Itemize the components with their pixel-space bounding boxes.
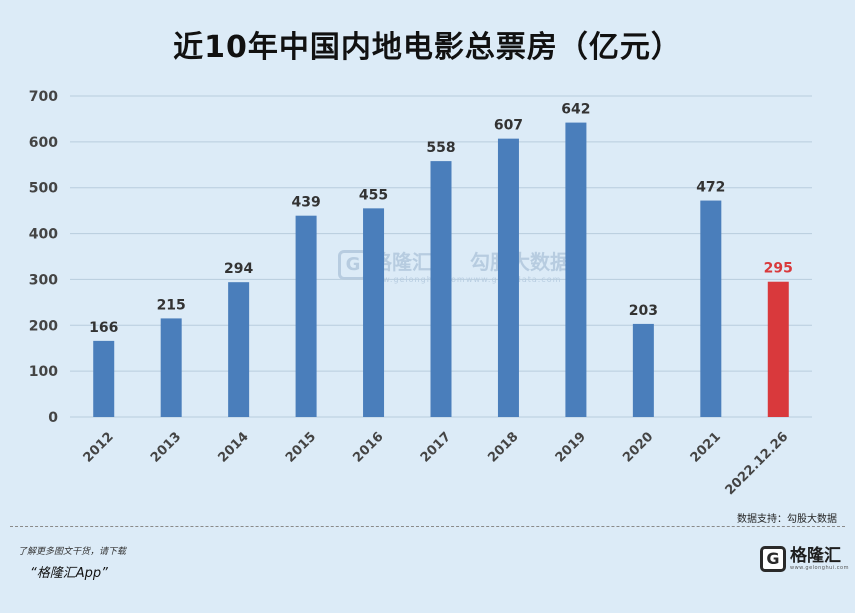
y-tick-label: 0 — [48, 410, 58, 426]
y-tick-label: 700 — [29, 89, 58, 105]
bar — [565, 122, 587, 418]
y-tick-label: 100 — [29, 364, 58, 380]
bar-chart: 0 100 200 300 400 500 600 700 166 2012 215 2013 294 2… — [29, 89, 812, 498]
x-tick-label: 2014 — [215, 429, 251, 465]
data-label: 295 — [764, 261, 793, 277]
data-label: 294 — [224, 261, 253, 277]
bar — [160, 318, 182, 417]
x-tick-label: 2022.12.26 — [723, 429, 792, 498]
bar — [295, 215, 317, 417]
watermark-name: 勾股大数据 — [470, 250, 570, 274]
x-tick-label: 2018 — [485, 429, 521, 465]
brand-logo[interactable]: G 格隆汇 www.gelonghui.com — [760, 546, 849, 572]
data-label: 607 — [494, 118, 523, 134]
y-tick-label: 500 — [29, 181, 58, 197]
bar — [228, 282, 250, 417]
brand-name: 格隆汇 — [790, 546, 841, 566]
gelonghui-logo-icon: G — [760, 546, 786, 572]
bar — [363, 208, 385, 417]
bar — [497, 138, 519, 417]
data-label: 215 — [157, 297, 186, 313]
x-tick-label: 2021 — [688, 429, 724, 465]
data-label: 166 — [89, 320, 118, 336]
bar — [700, 200, 722, 417]
y-tick-label: 600 — [29, 135, 58, 151]
data-label: 472 — [696, 180, 725, 196]
x-tick-label: 2020 — [620, 429, 656, 465]
bar — [430, 161, 452, 417]
x-tick-label: 2019 — [553, 429, 589, 465]
x-tick-label: 2015 — [283, 429, 319, 465]
data-label: 558 — [426, 140, 455, 156]
x-tick-label: 2013 — [148, 429, 184, 465]
data-label: 439 — [291, 195, 320, 211]
brand-url: www.gelonghui.com — [790, 565, 849, 571]
download-prompt: 了解更多图文干货，请下载 — [18, 547, 127, 557]
y-tick-label: 300 — [29, 272, 58, 288]
app-name: “格隆汇App” — [30, 566, 108, 581]
y-tick-label: 400 — [29, 227, 58, 243]
data-label: 203 — [629, 303, 658, 319]
x-tick-label: 2016 — [350, 429, 386, 465]
bar — [632, 323, 654, 417]
footer-divider — [10, 526, 845, 527]
y-tick-label: 200 — [29, 318, 58, 334]
data-label: 455 — [359, 187, 388, 203]
x-tick-label: 2012 — [81, 429, 117, 465]
data-label: 642 — [561, 102, 590, 118]
chart-title: 近10年中国内地电影总票房（亿元） — [173, 30, 682, 65]
bar — [93, 340, 115, 417]
bar — [767, 281, 789, 417]
x-tick-label: 2017 — [418, 429, 454, 465]
data-source: 数据支持：勾股大数据 — [737, 514, 837, 525]
